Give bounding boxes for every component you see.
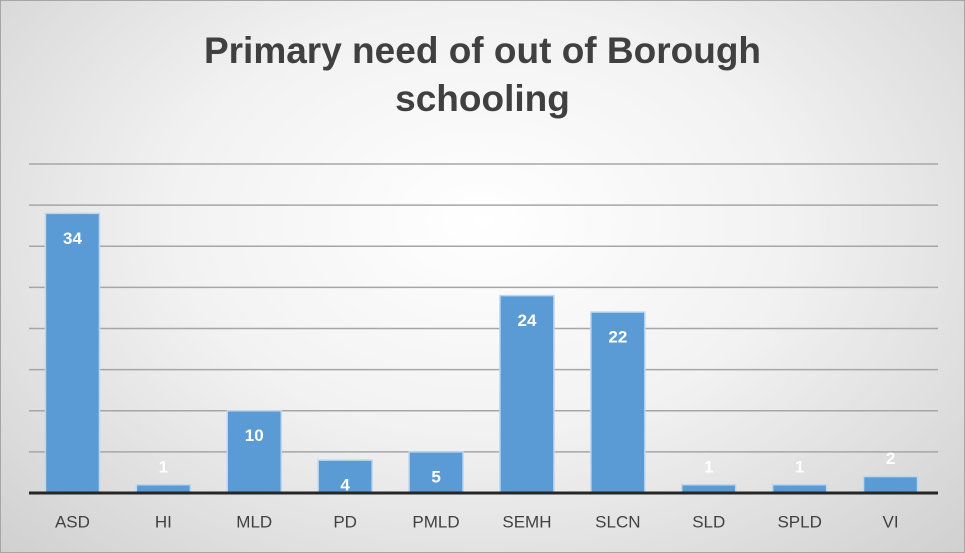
x-tick-label: SEMH	[502, 512, 551, 531]
bar	[862, 475, 919, 494]
data-label: 1	[795, 457, 804, 476]
data-label: 10	[245, 426, 264, 445]
data-label: 1	[704, 457, 713, 476]
x-tick-label: MLD	[236, 512, 272, 531]
data-label: 4	[340, 476, 350, 495]
x-tick-label: SLD	[692, 512, 725, 531]
x-tick-label: SPLD	[777, 512, 821, 531]
bar	[226, 410, 282, 494]
bar	[44, 212, 101, 494]
x-tick-label: ASD	[55, 512, 90, 531]
x-tick-label: SLCN	[595, 512, 640, 531]
x-tick-label: PD	[333, 512, 357, 531]
bar	[408, 451, 464, 494]
x-tick-label: PMLD	[412, 512, 459, 531]
data-label: 24	[517, 311, 536, 330]
x-tick-label: HI	[155, 512, 172, 531]
bar	[499, 294, 555, 494]
data-label: 1	[159, 457, 168, 476]
x-tick-label: VI	[883, 512, 899, 531]
chart-title: Primary need of out of Borough schooling	[203, 30, 762, 119]
data-label: 34	[63, 229, 82, 248]
data-label: 22	[608, 328, 627, 347]
bar	[317, 459, 373, 494]
data-label: 5	[431, 467, 440, 486]
data-label: 2	[886, 449, 895, 468]
bar	[590, 311, 646, 494]
